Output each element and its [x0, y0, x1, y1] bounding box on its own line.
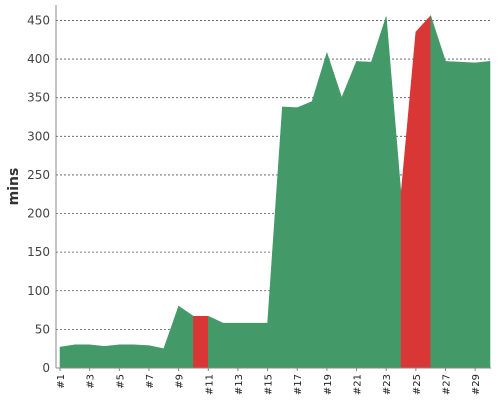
area-segment-highlight [193, 315, 209, 369]
y-tick-label: 400 [27, 52, 50, 66]
area-segment [178, 305, 194, 369]
x-tick-label: #5 [115, 374, 126, 389]
area-segment [222, 322, 239, 369]
area-segment-highlight [415, 15, 431, 369]
x-tick-label: #25 [412, 374, 423, 395]
area-segment [119, 344, 135, 369]
area-segment [104, 344, 120, 369]
area-segment [385, 16, 402, 369]
x-tick-label: #13 [234, 374, 245, 395]
area-segment [163, 306, 179, 369]
y-tick-label: 350 [27, 91, 50, 105]
y-tick-label: 150 [27, 245, 50, 259]
x-tick-label: #9 [175, 374, 186, 389]
area-segment [74, 344, 90, 369]
area-segment [282, 106, 298, 369]
area-segment [371, 16, 387, 369]
area-segment [59, 344, 76, 369]
y-tick-label: 300 [27, 129, 50, 143]
x-tick-label: #17 [293, 374, 304, 395]
x-tick-label: #21 [353, 374, 364, 395]
area-segment [430, 15, 446, 369]
y-tick-label: 100 [27, 284, 50, 298]
area-segment [445, 61, 461, 369]
x-tick-label: #7 [145, 374, 156, 389]
area-segment [237, 322, 254, 369]
area-segment [148, 345, 165, 369]
x-tick-labels: #1 #3 #5 #7 #9 #11 #13 #15 #17 #19 #21 #23 #25 #27 #29 [56, 374, 482, 395]
x-tick-label: #3 [86, 374, 97, 389]
y-tick-label: 250 [27, 168, 50, 182]
axes [55, 5, 491, 371]
area-segment [267, 106, 283, 369]
area-segment [252, 322, 268, 369]
area-segment [356, 61, 372, 369]
y-axis-label: mins [6, 168, 22, 206]
x-tick-label: #1 [56, 374, 67, 389]
x-tick-label: #19 [323, 374, 334, 395]
x-tick-label: #11 [204, 374, 215, 395]
x-tick-label: #27 [442, 374, 453, 395]
area-segment [89, 344, 105, 369]
area-segment [460, 61, 476, 369]
x-tick-label: #15 [264, 374, 275, 395]
area-segment [296, 101, 313, 369]
area-segment [311, 52, 328, 369]
y-tick-label: 200 [27, 207, 50, 221]
area-segment-highlight [400, 32, 417, 369]
area-segment [474, 61, 491, 369]
y-tick-label: 450 [27, 13, 50, 27]
x-tick-label: #29 [471, 374, 482, 395]
area-segment [133, 344, 150, 369]
x-tick-label: #23 [382, 374, 393, 395]
area-segment [341, 61, 357, 369]
area-segment [326, 52, 343, 369]
y-tick-label: 50 [35, 322, 50, 336]
y-tick-label: 0 [42, 361, 50, 375]
area-segment [207, 315, 224, 369]
y-tick-labels: 0 50 100 150 200 250 300 350 400 450 [27, 13, 50, 375]
area-series [59, 15, 491, 369]
